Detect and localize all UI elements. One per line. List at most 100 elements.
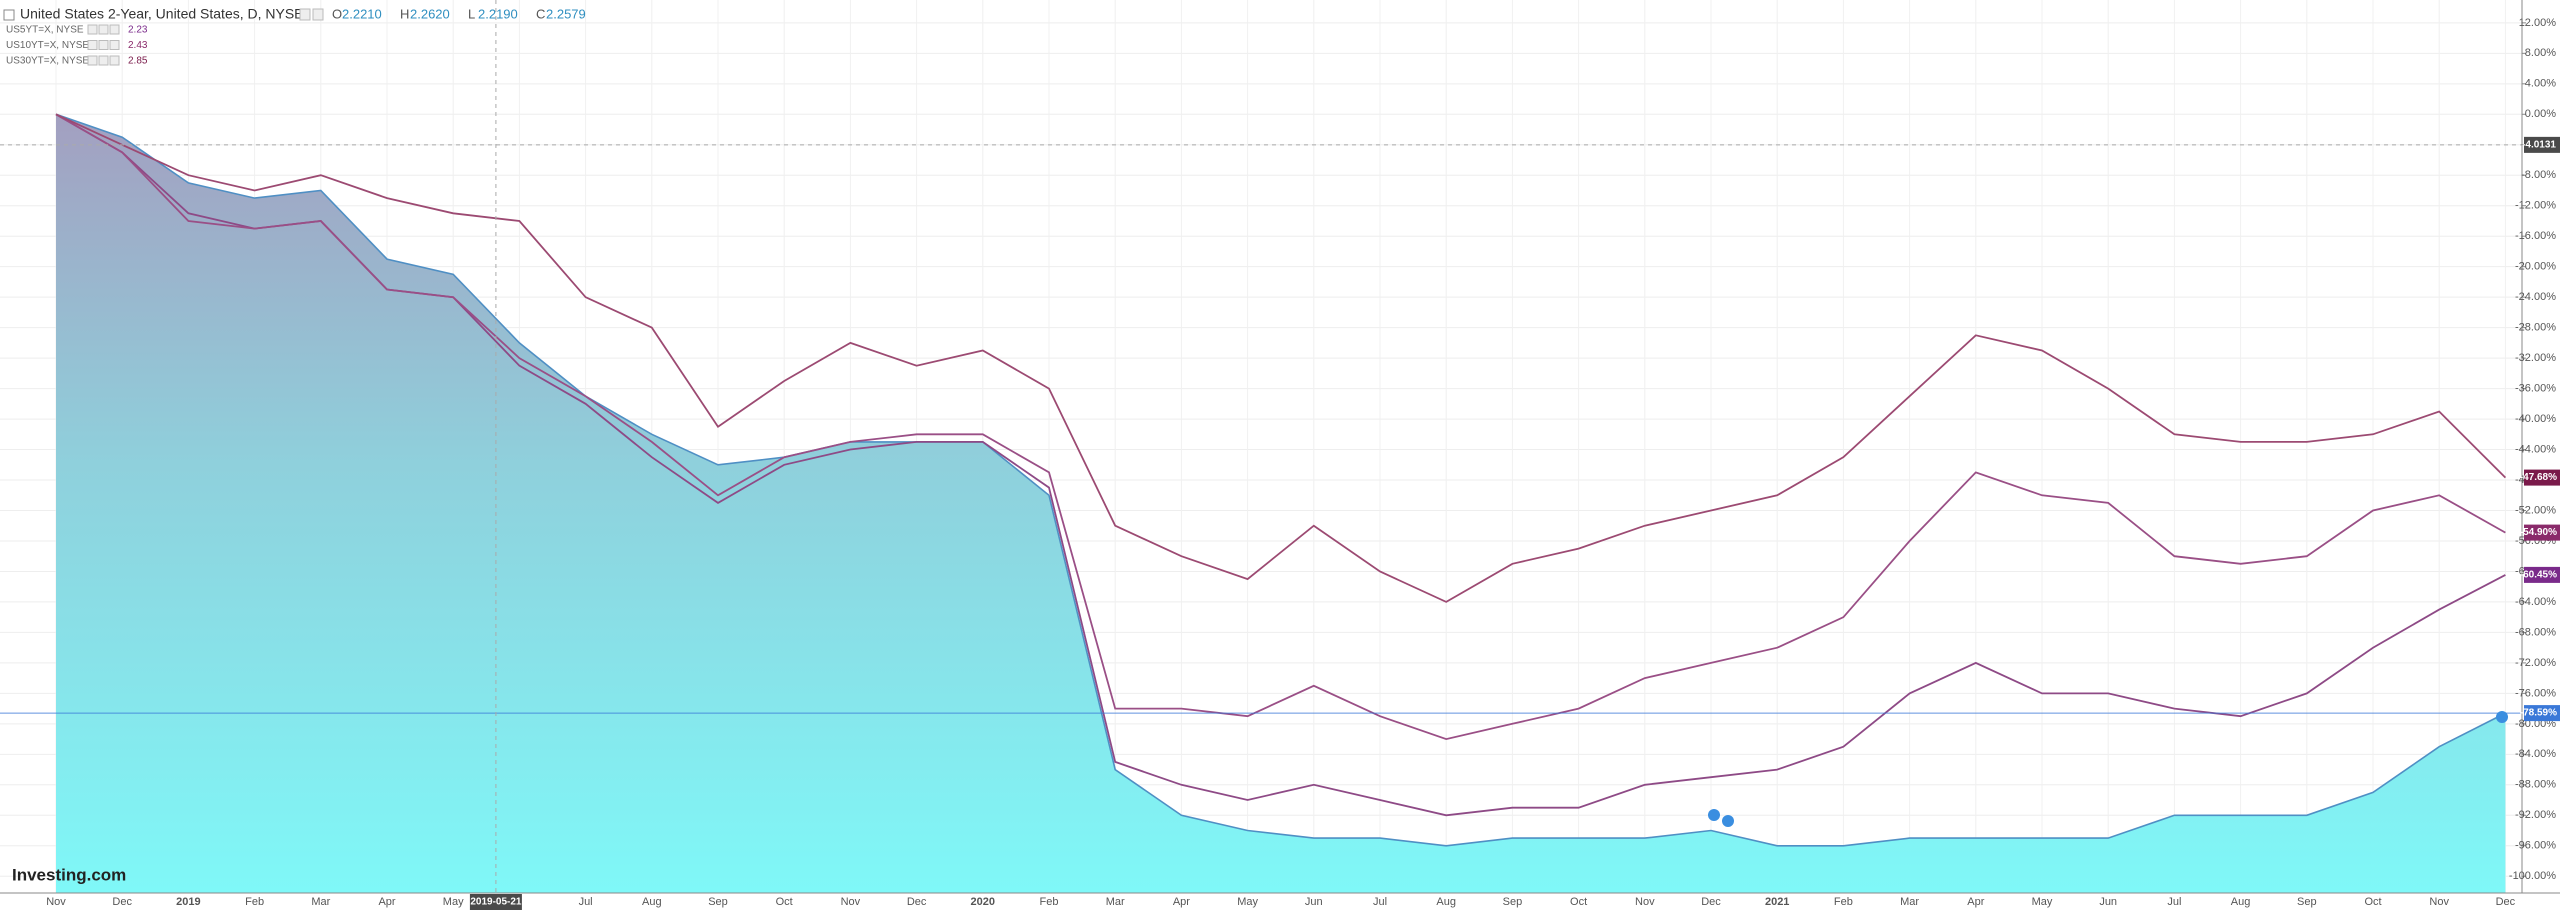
x-tick-label: Aug [2231, 896, 2251, 908]
collapse-icon [3, 9, 15, 21]
crosshair-date: 2019-05-21 [470, 897, 522, 908]
legend-value: 2.85 [128, 56, 148, 67]
x-tick-label: Feb [245, 896, 264, 908]
x-tick-label: 2019 [176, 896, 200, 908]
legend-name: US30YT=X, NYSE [6, 56, 89, 67]
y-tick-label: -96.00% [2515, 840, 2556, 852]
x-tick-label: Oct [776, 896, 793, 908]
x-tick-label: Dec [112, 896, 132, 908]
y-tick-label: 0.00% [2525, 108, 2556, 120]
legend-value: 2.23 [128, 25, 148, 36]
legend-icon [87, 55, 98, 66]
series-line [55, 113, 2507, 603]
y-tick-label: -44.00% [2515, 443, 2556, 455]
legend-icon [299, 8, 311, 21]
y-tick-label: -16.00% [2515, 230, 2556, 242]
x-tick-label: May [1237, 896, 1258, 908]
y-tick-label: -36.00% [2515, 382, 2556, 394]
x-tick-label: Jun [1305, 896, 1323, 908]
x-tick-label: Oct [1570, 896, 1587, 908]
last-value-label: -60.45% [2520, 570, 2557, 581]
x-tick-label: Sep [2297, 896, 2317, 908]
ohlc-value: 2.2620 [410, 6, 450, 21]
y-tick-label: -84.00% [2515, 748, 2556, 760]
legend-icon [98, 40, 109, 50]
x-tick-label: 2020 [971, 896, 995, 908]
y-tick-label: -20.00% [2515, 261, 2556, 273]
y-tick-label: -24.00% [2515, 291, 2556, 303]
last-value-label: -54.90% [2520, 527, 2557, 538]
x-tick-label: Jul [1373, 896, 1387, 908]
x-tick-label: Sep [1503, 896, 1523, 908]
axes: 12.00%8.00%4.00%0.00%-4.00%-8.00%-12.00%… [46, 17, 2560, 910]
x-tick-label: Oct [2364, 896, 2381, 908]
last-value-label: -78.59% [2520, 708, 2557, 719]
legend-icon [98, 55, 109, 66]
x-tick-label: Nov [1635, 896, 1655, 908]
area-line [55, 113, 2506, 847]
y-tick-label: -64.00% [2515, 596, 2556, 608]
x-tick-label: Apr [378, 896, 395, 908]
y-tick-label: -32.00% [2515, 352, 2556, 364]
brand-logo: Investing.com [12, 865, 126, 884]
legend-icon [87, 40, 98, 50]
ohlc-key: H [400, 6, 409, 21]
x-tick-label: 2021 [1765, 896, 1789, 908]
legend-icon [109, 40, 120, 50]
legend-name: US5YT=X, NYSE [6, 25, 84, 36]
x-tick-label: Aug [1436, 896, 1456, 908]
x-tick-label: May [443, 896, 464, 908]
event-icon[interactable] [1708, 809, 1720, 821]
x-tick-label: Nov [46, 896, 66, 908]
crosshair-value: -4.0131 [2522, 140, 2556, 151]
legend-icon [98, 24, 109, 35]
y-tick-label: -92.00% [2515, 809, 2556, 821]
area-fill [56, 114, 2506, 894]
y-tick-label: -76.00% [2515, 687, 2556, 699]
plot [0, 0, 2522, 894]
y-tick-label: 8.00% [2525, 47, 2556, 59]
y-tick-label: -40.00% [2515, 413, 2556, 425]
x-tick-label: Jun [2099, 896, 2117, 908]
ohlc-key: L [468, 6, 475, 21]
y-tick-label: -68.00% [2515, 626, 2556, 638]
y-tick-label: -100.00% [2509, 870, 2556, 882]
crosshair-value-box [2524, 136, 2560, 153]
x-tick-label: Mar [1106, 896, 1125, 908]
y-tick-label: -52.00% [2515, 504, 2556, 516]
legend-icon [109, 24, 120, 35]
series-line [55, 113, 2506, 741]
legend-title: United States 2-Year, United States, D, … [20, 6, 304, 22]
series-line [55, 113, 2506, 817]
x-tick-label: Mar [311, 896, 330, 908]
y-tick-label: -72.00% [2515, 657, 2556, 669]
legend: United States 2-Year, United States, D, … [3, 6, 586, 67]
last-value-box [2524, 469, 2560, 486]
ohlc-value: 2.2210 [342, 6, 382, 21]
y-tick-label: -28.00% [2515, 322, 2556, 334]
event-icon[interactable] [1722, 815, 1734, 827]
x-tick-label: Dec [1701, 896, 1721, 908]
legend-icon [312, 8, 324, 21]
ohlc-key: O [332, 6, 342, 21]
x-tick-label: May [2032, 896, 2053, 908]
ohlc-value: 2.2579 [546, 6, 586, 21]
legend-value: 2.43 [128, 40, 148, 51]
last-value-label: -47.68% [2520, 472, 2557, 483]
legend-name: US10YT=X, NYSE [6, 40, 89, 51]
x-tick-label: Nov [841, 896, 861, 908]
legend-icon [109, 55, 120, 66]
event-icon[interactable] [2496, 711, 2508, 723]
y-tick-label: -88.00% [2515, 779, 2556, 791]
crosshair-date-box [469, 894, 522, 910]
x-tick-label: Apr [1967, 896, 1984, 908]
x-tick-label: Apr [1173, 896, 1190, 908]
x-tick-label: Dec [2496, 896, 2516, 908]
y-tick-label: 4.00% [2525, 78, 2556, 90]
last-value-box [2524, 705, 2560, 722]
x-tick-label: Mar [1900, 896, 1919, 908]
y-tick-label: -8.00% [2521, 169, 2556, 181]
y-tick-label: 12.00% [2519, 17, 2557, 29]
x-tick-label: Sep [708, 896, 728, 908]
